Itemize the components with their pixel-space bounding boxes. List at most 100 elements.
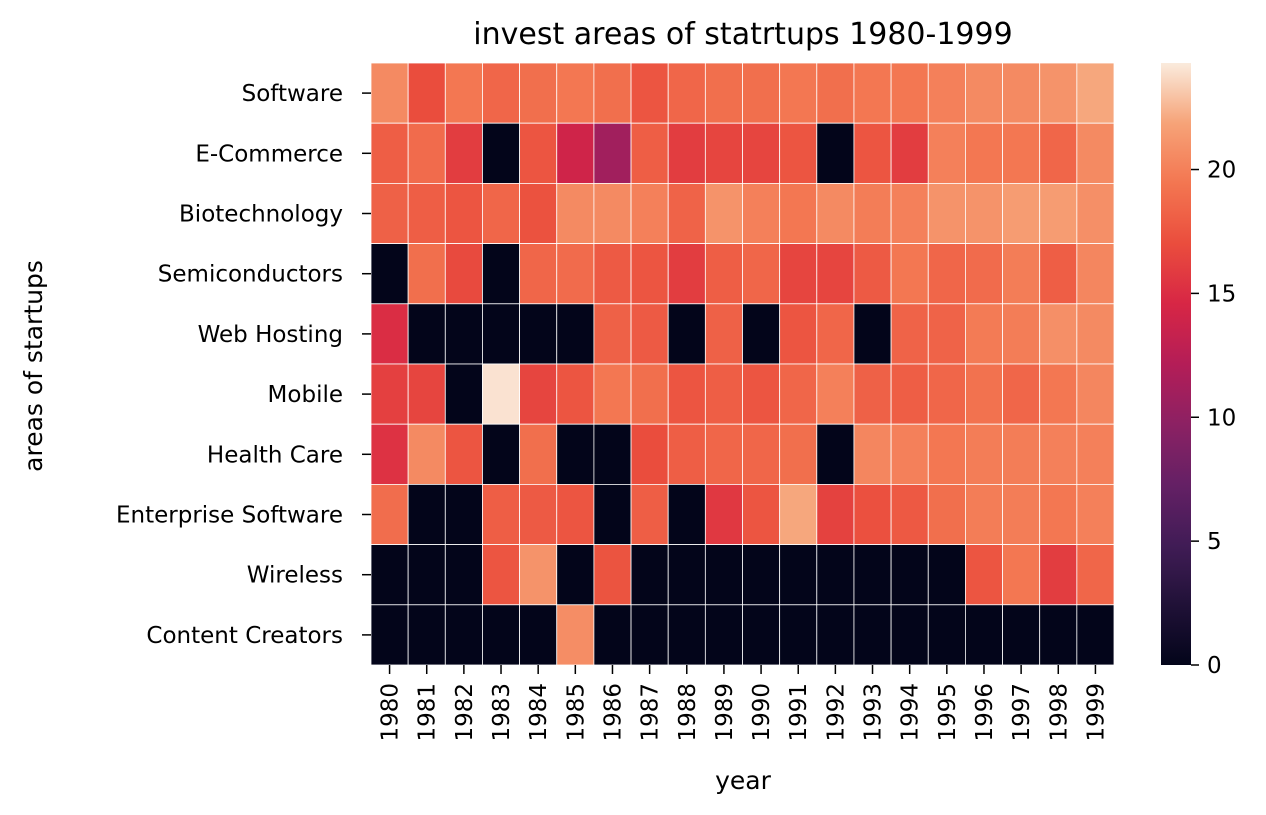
- heatmap-cell: [1002, 62, 1041, 124]
- heatmap-cell: [1039, 182, 1078, 244]
- heatmap-cell: [742, 604, 781, 666]
- heatmap-cell: [482, 423, 521, 485]
- heatmap-cell: [482, 122, 521, 184]
- heatmap-cell: [704, 363, 743, 425]
- x-tick-label: 1996: [972, 683, 998, 742]
- x-tick-label: 1982: [452, 683, 478, 742]
- heatmap-cell: [742, 423, 781, 485]
- heatmap-cell: [965, 303, 1003, 365]
- heatmap-cell: [779, 243, 818, 305]
- heatmap-cell: [890, 62, 929, 124]
- heatmap-cell: [1076, 604, 1115, 666]
- heatmap-cell: [482, 243, 521, 305]
- heatmap-cell: [482, 363, 521, 425]
- heatmap-cell: [816, 122, 855, 184]
- heatmap-cell: [704, 62, 743, 124]
- heatmap-cell: [556, 363, 595, 425]
- heatmap-cell: [630, 423, 669, 485]
- heatmap-cell: [556, 182, 595, 244]
- heatmap-cell: [1039, 483, 1078, 545]
- heatmap-cell: [370, 363, 409, 425]
- heatmap-cell: [407, 604, 446, 666]
- heatmap-cell: [593, 243, 632, 305]
- heatmap-cell: [853, 303, 892, 365]
- heatmap-cell: [890, 544, 929, 606]
- heatmap-cell: [1039, 544, 1078, 606]
- heatmap-cell: [816, 363, 855, 425]
- heatmap-cell: [556, 544, 595, 606]
- heatmap-cell: [853, 544, 892, 606]
- heatmap-cell: [407, 423, 446, 485]
- y-axis-label: areas of startups: [19, 260, 48, 472]
- colorbar-tick-label: 15: [1207, 281, 1236, 307]
- heatmap-cell: [407, 182, 446, 244]
- x-tick-label: 1987: [638, 683, 664, 742]
- heatmap-cell: [593, 62, 632, 124]
- heatmap-cell: [704, 483, 743, 545]
- y-tick-label: E-Commerce: [195, 141, 343, 167]
- x-tick-label: 1999: [1083, 683, 1109, 742]
- colorbar-tick-label: 20: [1207, 158, 1236, 184]
- heatmap-cell: [667, 122, 706, 184]
- heatmap-cell: [927, 62, 966, 124]
- heatmap-cell: [593, 483, 632, 545]
- heatmap-cell: [630, 604, 669, 666]
- heatmap-cell: [779, 182, 818, 244]
- heatmap-cell: [444, 483, 483, 545]
- heatmap-cell: [556, 483, 595, 545]
- x-tick-label: 1985: [563, 683, 589, 742]
- heatmap-cell: [630, 363, 669, 425]
- heatmap-cell: [1076, 303, 1115, 365]
- heatmap-cell: [556, 604, 595, 666]
- heatmap-cell: [965, 182, 1003, 244]
- heatmap-cell: [816, 303, 855, 365]
- heatmap-cell: [890, 122, 929, 184]
- heatmap-cell: [704, 423, 743, 485]
- heatmap-cell: [890, 604, 929, 666]
- colorbar-tick-label: 0: [1207, 653, 1222, 679]
- heatmap-cell: [853, 62, 892, 124]
- heatmap-cell: [1002, 182, 1041, 244]
- heatmap-cell: [519, 363, 558, 425]
- heatmap-cell: [965, 423, 1003, 485]
- heatmap-cell: [556, 423, 595, 485]
- heatmap-cell: [370, 62, 409, 124]
- heatmap-cell: [779, 544, 818, 606]
- heatmap-cell: [444, 122, 483, 184]
- y-tick-label: Health Care: [207, 442, 343, 468]
- heatmap-cell: [853, 243, 892, 305]
- heatmap-cell: [704, 303, 743, 365]
- heatmap-cell: [779, 483, 818, 545]
- heatmap-cell: [704, 122, 743, 184]
- heatmap-cell: [853, 604, 892, 666]
- heatmap-cell: [482, 62, 521, 124]
- heatmap-cell: [1002, 122, 1041, 184]
- x-tick-label: 1984: [526, 683, 552, 742]
- heatmap-cell: [965, 62, 1003, 124]
- heatmap-cell: [1076, 483, 1115, 545]
- heatmap-cell: [630, 243, 669, 305]
- heatmap-cell: [482, 303, 521, 365]
- heatmap-cell: [1039, 62, 1078, 124]
- y-tick-label: Software: [242, 81, 343, 107]
- heatmap-cell: [1002, 544, 1041, 606]
- heatmap-cell: [593, 303, 632, 365]
- heatmap-cell: [407, 62, 446, 124]
- heatmap-cell: [519, 122, 558, 184]
- heatmap-cell: [593, 423, 632, 485]
- x-tick-label: 1992: [823, 683, 849, 742]
- heatmap-cells: [370, 62, 1115, 666]
- heatmap-cell: [742, 182, 781, 244]
- heatmap-cell: [816, 483, 855, 545]
- heatmap-cell: [779, 303, 818, 365]
- heatmap-cell: [779, 122, 818, 184]
- heatmap-cell: [482, 544, 521, 606]
- heatmap-cell: [1039, 303, 1078, 365]
- heatmap-cell: [965, 122, 1003, 184]
- heatmap-cell: [556, 303, 595, 365]
- heatmap-cell: [779, 423, 818, 485]
- heatmap-cell: [965, 363, 1003, 425]
- heatmap-cell: [704, 243, 743, 305]
- heatmap-cell: [1076, 243, 1115, 305]
